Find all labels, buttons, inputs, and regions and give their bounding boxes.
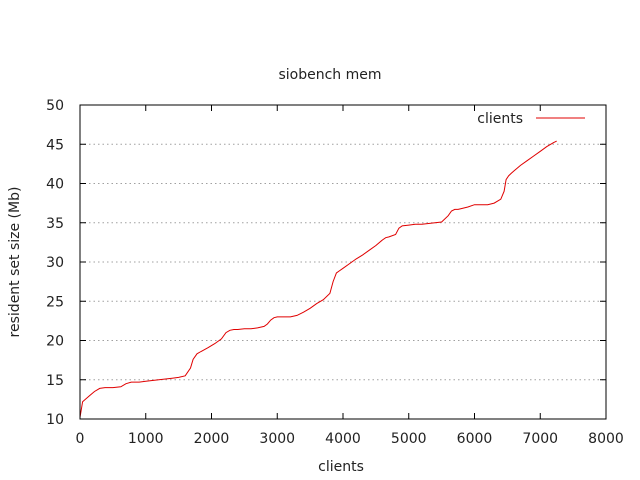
tick-layer: 10 15 20 25 30 35 40 45 50 0 1000 2000 3000 4000 5000 6… bbox=[46, 98, 624, 447]
x-tick-label: 6000 bbox=[457, 431, 493, 447]
y-tick-label: 45 bbox=[46, 137, 64, 153]
y-tick-label: 10 bbox=[46, 412, 64, 428]
y-tick-label: 25 bbox=[46, 294, 64, 310]
x-tick-label: 4000 bbox=[325, 431, 361, 447]
legend: clients bbox=[477, 111, 585, 127]
x-tick-label: 3000 bbox=[259, 431, 295, 447]
y-tick-label: 30 bbox=[46, 255, 64, 271]
plot-frame bbox=[79, 104, 607, 420]
series-line-clients bbox=[79, 140, 557, 418]
chart-title: siobench mem bbox=[278, 67, 381, 83]
x-tick-label: 1000 bbox=[128, 431, 164, 447]
x-tick-label: 8000 bbox=[588, 431, 624, 447]
series-layer bbox=[79, 140, 557, 418]
x-axis-label: clients bbox=[318, 459, 364, 475]
plot-border bbox=[79, 104, 607, 420]
x-tick-label: 2000 bbox=[194, 431, 230, 447]
y-tick-label: 50 bbox=[46, 98, 64, 114]
x-tick-label: 0 bbox=[76, 431, 85, 447]
grid-lines bbox=[80, 143, 606, 381]
y-tick-label: 20 bbox=[46, 334, 64, 350]
y-tick-label: 40 bbox=[46, 177, 64, 193]
legend-label: clients bbox=[477, 111, 523, 127]
y-tick-label: 15 bbox=[46, 373, 64, 389]
y-tick-label: 35 bbox=[46, 216, 64, 232]
x-tick-label: 5000 bbox=[391, 431, 427, 447]
x-tick-label: 7000 bbox=[522, 431, 558, 447]
y-axis-label: resident set size (Mb) bbox=[7, 187, 23, 338]
